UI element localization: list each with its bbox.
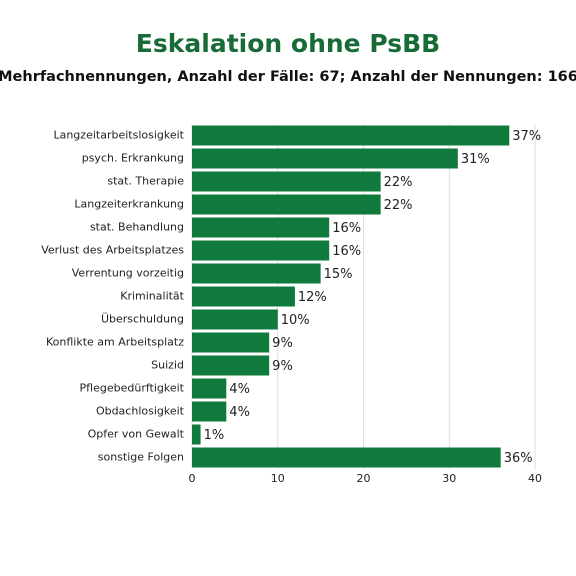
y-tick-label: Kriminalität xyxy=(120,290,184,303)
bar xyxy=(192,309,278,330)
y-tick-label: Verlust des Arbeitsplatzes xyxy=(41,244,184,257)
bar xyxy=(192,332,270,353)
value-label: 9% xyxy=(272,359,293,374)
value-label: 1% xyxy=(204,428,225,443)
y-tick-label: Verrentung vorzeitig xyxy=(72,267,184,280)
y-tick-label: Pflegebedürftigkeit xyxy=(80,382,185,395)
value-label: 4% xyxy=(229,382,250,397)
x-tick-label: 30 xyxy=(442,472,456,485)
y-tick-label: Überschuldung xyxy=(101,313,184,326)
value-label: 12% xyxy=(298,290,327,305)
y-tick-label: stat. Therapie xyxy=(107,175,184,188)
value-label: 16% xyxy=(332,221,361,236)
bar xyxy=(192,378,227,399)
chart-title: Eskalation ohne PsBB xyxy=(136,29,440,58)
bar xyxy=(192,355,270,376)
x-tick-label: 40 xyxy=(528,472,542,485)
bar xyxy=(192,263,321,284)
y-tick-label: Suizid xyxy=(151,359,184,372)
x-tick-label: 10 xyxy=(271,472,285,485)
value-label: 31% xyxy=(461,152,490,167)
value-label: 9% xyxy=(272,336,293,351)
bar xyxy=(192,217,330,238)
bar xyxy=(192,447,501,468)
y-tick-label: stat. Behandlung xyxy=(90,221,184,234)
y-tick-label: Opfer von Gewalt xyxy=(88,428,185,441)
y-tick-label: Konflikte am Arbeitsplatz xyxy=(46,336,184,349)
bar xyxy=(192,424,201,445)
value-label: 15% xyxy=(324,267,353,282)
bar xyxy=(192,240,330,261)
value-label: 4% xyxy=(229,405,250,420)
bar xyxy=(192,125,510,146)
x-tick-label: 0 xyxy=(189,472,196,485)
x-tick-label: 20 xyxy=(357,472,371,485)
y-tick-label: Langzeiterkrankung xyxy=(74,198,184,211)
value-label: 22% xyxy=(384,198,413,213)
y-tick-label: Obdachlosigkeit xyxy=(96,405,185,418)
value-label: 10% xyxy=(281,313,310,328)
y-tick-label: Langzeitarbeitslosigkeit xyxy=(53,129,184,142)
bar xyxy=(192,401,227,422)
value-label: 16% xyxy=(332,244,361,259)
value-label: 36% xyxy=(504,451,533,466)
bar xyxy=(192,194,381,215)
chart-subtitle: (Mehrfachnennungen, Anzahl der Fälle: 67… xyxy=(0,69,576,85)
value-label: 37% xyxy=(512,129,541,144)
bar xyxy=(192,148,458,169)
value-label: 22% xyxy=(384,175,413,190)
bar xyxy=(192,171,381,192)
bar xyxy=(192,286,295,307)
y-tick-label: psych. Erkrankung xyxy=(82,152,184,165)
y-tick-label: sonstige Folgen xyxy=(98,451,184,464)
